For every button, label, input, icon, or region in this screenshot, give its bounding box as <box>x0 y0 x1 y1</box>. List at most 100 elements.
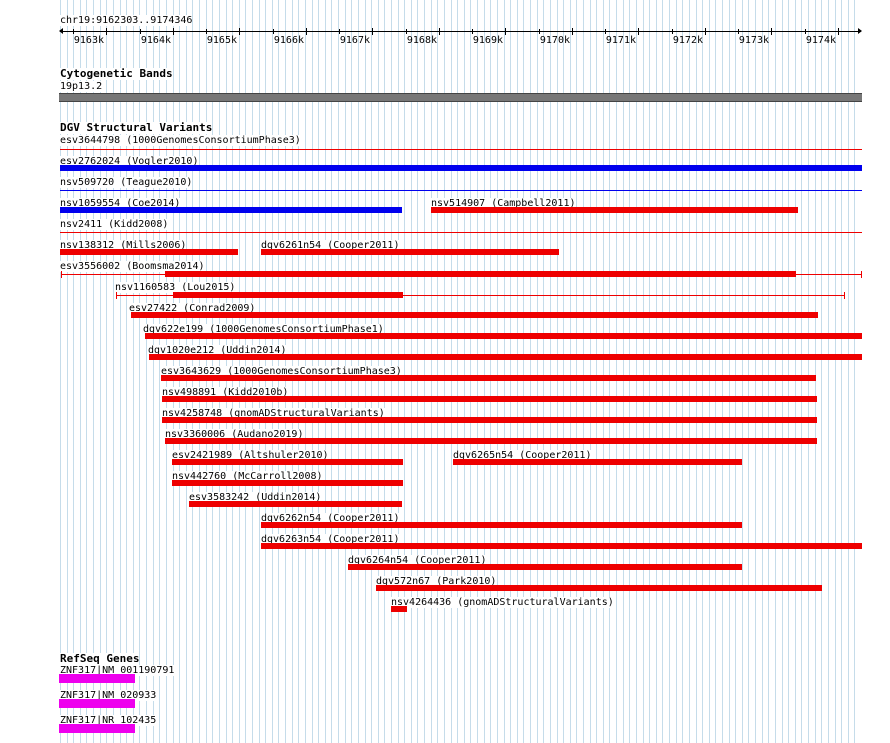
dgv-feature-label: nsv4258748 (gnomADStructuralVariants) <box>162 408 385 419</box>
grid-line <box>126 0 127 743</box>
dgv-feature-bar[interactable] <box>261 543 862 549</box>
grid-line <box>477 0 478 743</box>
dgv-feature-label: esv3643629 (1000GenomesConsortiumPhase3) <box>161 366 402 377</box>
dgv-feature-label: nsv3360006 (Audano2019) <box>165 429 304 440</box>
grid-line <box>530 0 531 743</box>
grid-line <box>669 0 670 743</box>
grid-line <box>656 0 657 743</box>
dgv-feature-bar[interactable] <box>391 606 407 612</box>
dgv-feature-bar[interactable] <box>162 417 817 423</box>
dgv-feature-label: dgv6265n54 (Cooper2011) <box>453 450 592 461</box>
dgv-feature-line[interactable] <box>60 190 862 191</box>
ruler-tick <box>239 28 240 35</box>
grid-line <box>596 0 597 743</box>
grid-line <box>722 0 723 743</box>
dgv-feature-bar[interactable] <box>172 459 403 465</box>
grid-line <box>497 0 498 743</box>
grid-line <box>662 0 663 743</box>
dgv-feature-bar[interactable] <box>431 207 798 213</box>
refseq-gene-bar[interactable] <box>59 674 135 683</box>
ruler-tick <box>638 28 639 35</box>
refseq-track-title: RefSeq Genes <box>60 652 140 665</box>
ruler-tick <box>406 29 407 34</box>
dgv-feature-label: esv2421989 (Altshuler2010) <box>172 450 329 461</box>
dgv-feature-bar[interactable] <box>348 564 742 570</box>
dgv-feature-label: nsv138312 (Mills2006) <box>60 240 187 251</box>
grid-line <box>510 0 511 743</box>
grid-line <box>848 0 849 743</box>
grid-line <box>682 0 683 743</box>
dgv-feature-bar[interactable] <box>261 522 742 528</box>
ruler-tick-label: 9172k <box>672 35 703 46</box>
dgv-feature-line[interactable] <box>60 232 862 233</box>
grid-line <box>782 0 783 743</box>
grid-line <box>80 0 81 743</box>
grid-line <box>523 0 524 743</box>
grid-line <box>676 0 677 743</box>
dgv-feature-bar[interactable] <box>453 459 742 465</box>
dgv-feature-bar[interactable] <box>172 480 403 486</box>
dgv-feature-bar[interactable] <box>145 333 862 339</box>
grid-line <box>815 0 816 743</box>
grid-line <box>106 0 107 743</box>
dgv-feature-bar[interactable] <box>261 249 559 255</box>
dgv-feature-bar[interactable] <box>60 249 238 255</box>
dgv-feature-bar[interactable] <box>60 207 402 213</box>
grid-line <box>67 0 68 743</box>
dgv-feature-label: dgv1020e212 (Uddin2014) <box>148 345 287 356</box>
dgv-feature-bar[interactable] <box>165 271 796 277</box>
refseq-gene-label: ZNF317|NM_001190791 <box>60 665 175 676</box>
refseq-gene-bar[interactable] <box>59 724 135 733</box>
ruler-tick <box>372 28 373 35</box>
dgv-feature-bar[interactable] <box>149 354 862 360</box>
ruler-tick <box>472 29 473 34</box>
dgv-feature-bar[interactable] <box>162 396 817 402</box>
dgv-feature-range-line[interactable] <box>116 292 845 299</box>
dgv-feature-bar[interactable] <box>60 165 862 171</box>
dgv-feature-bar[interactable] <box>189 501 402 507</box>
dgv-feature-bar[interactable] <box>376 585 822 591</box>
ruler-tick <box>838 28 839 35</box>
ruler-tick <box>439 28 440 35</box>
position-label: chr19:9162303..9174346 <box>60 15 193 26</box>
grid-line <box>93 0 94 743</box>
grid-line <box>73 0 74 743</box>
grid-line <box>696 0 697 743</box>
grid-line <box>570 0 571 743</box>
grid-line <box>689 0 690 743</box>
ruler-tick <box>339 29 340 34</box>
grid-line <box>490 0 491 743</box>
dgv-feature-bar[interactable] <box>173 292 403 298</box>
dgv-feature-line[interactable] <box>60 149 862 150</box>
ruler-tick <box>805 29 806 34</box>
grid-line <box>649 0 650 743</box>
dgv-feature-bar[interactable] <box>161 375 816 381</box>
dgv-feature-label: esv27422 (Conrad2009) <box>129 303 256 314</box>
dgv-feature-bar[interactable] <box>165 438 817 444</box>
grid-line <box>742 0 743 743</box>
grid-line <box>821 0 822 743</box>
ruler-tick <box>738 29 739 34</box>
cytoband-bar[interactable] <box>59 93 862 102</box>
dgv-feature-label: dgv6263n54 (Cooper2011) <box>261 534 400 545</box>
ruler-tick-label: 9163k <box>73 35 104 46</box>
coordinate-ruler[interactable]: 9163k 9164k 9165k 9166k 9167k 9168k 9169k 9170k… <box>59 28 862 46</box>
ruler-tick <box>505 28 506 35</box>
grid-line <box>537 0 538 743</box>
ruler-tick-label: 9173k <box>738 35 769 46</box>
grid-line <box>60 0 61 743</box>
grid-line <box>457 0 458 743</box>
grid-line <box>643 0 644 743</box>
dgv-feature-label: nsv514907 (Campbell2011) <box>431 198 576 209</box>
grid-line <box>120 0 121 743</box>
refseq-gene-bar[interactable] <box>59 699 135 708</box>
grid-line <box>788 0 789 743</box>
ruler-tick <box>572 28 573 35</box>
grid-line <box>411 0 412 743</box>
ruler-tick <box>605 29 606 34</box>
grid-line <box>550 0 551 743</box>
grid-line <box>563 0 564 743</box>
dgv-feature-bar[interactable] <box>131 312 818 318</box>
